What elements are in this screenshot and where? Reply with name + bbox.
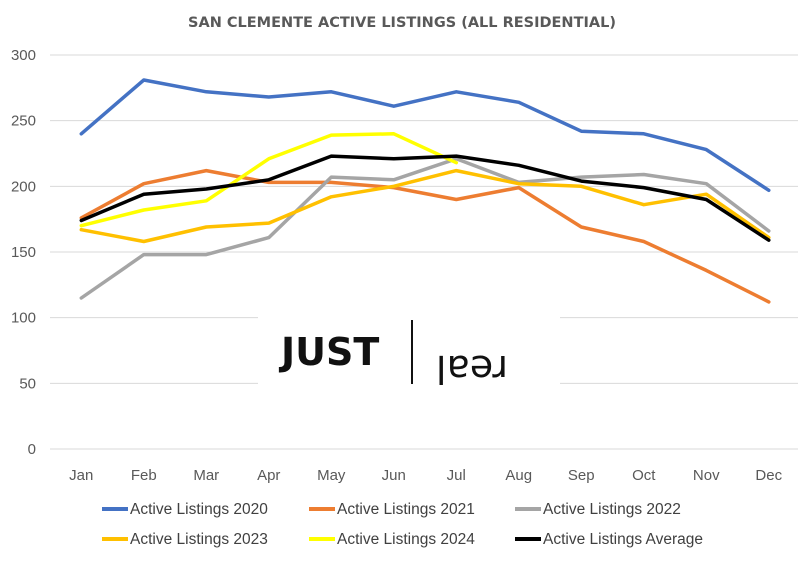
series-lines [79, 78, 771, 304]
series-line-5 [79, 132, 459, 228]
y-tick-label: 200 [11, 178, 36, 195]
x-tick-label: Sep [568, 467, 595, 484]
legend-label: Active Listings Average [543, 531, 703, 548]
y-tick-label: 100 [11, 310, 36, 327]
x-tick-label: Oct [632, 467, 656, 484]
chart-title: SAN CLEMENTE ACTIVE LISTINGS (ALL RESIDE… [188, 15, 616, 31]
y-tick-label: 0 [28, 441, 36, 458]
y-axis-ticks: 0 50 100 150 200 250 300 [11, 47, 36, 458]
legend-label: Active Listings 2021 [337, 501, 475, 518]
legend-label: Active Listings 2023 [130, 531, 268, 548]
y-tick-label: 250 [11, 113, 36, 130]
legend-label: Active Listings 2020 [130, 501, 268, 518]
y-tick-label: 300 [11, 47, 36, 64]
x-tick-label: Dec [755, 467, 782, 484]
x-tick-label: Jan [69, 467, 93, 484]
watermark-logo: JUST real real [258, 312, 560, 391]
watermark-text-right-mirrored: real [436, 347, 508, 391]
series-line-4 [79, 168, 771, 244]
legend-label: Active Listings 2024 [337, 531, 475, 548]
x-tick-label: Mar [193, 467, 219, 484]
legend-label: Active Listings 2022 [543, 501, 681, 518]
watermark-text-left: JUST [278, 330, 379, 374]
watermark-background [258, 312, 560, 390]
x-tick-label: Nov [693, 467, 720, 484]
x-axis-ticks: Jan Feb Mar Apr May Jun Jul Aug Sep Oct Nov Dec [69, 467, 782, 484]
series-line-3 [79, 157, 771, 300]
x-tick-label: Feb [131, 467, 157, 484]
x-tick-label: Jul [447, 467, 466, 484]
series-line-1 [79, 78, 771, 193]
x-tick-label: Aug [505, 467, 532, 484]
legend: Active Listings 2020 Active Listings 2021… [102, 501, 703, 548]
x-tick-label: Apr [257, 467, 280, 484]
x-tick-label: Jun [382, 467, 406, 484]
y-tick-label: 50 [19, 375, 36, 392]
y-tick-label: 150 [11, 244, 36, 261]
x-tick-label: May [317, 467, 346, 484]
series-line-6 [79, 154, 771, 242]
series-line-2 [79, 168, 771, 304]
